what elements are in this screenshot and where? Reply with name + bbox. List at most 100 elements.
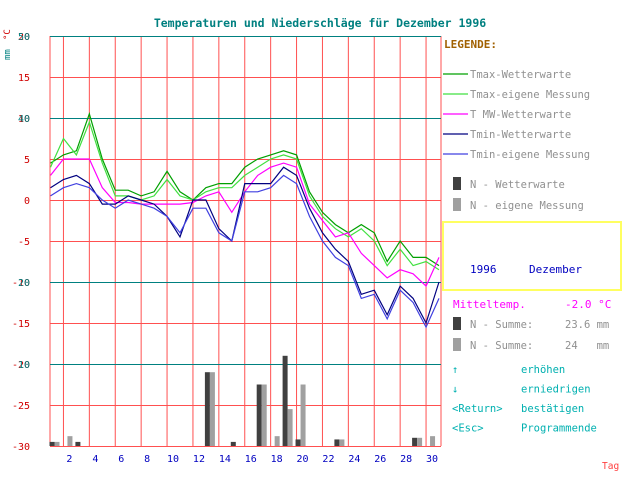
legend-n-wetterwarte: N - Wetterwarte [453,177,565,191]
nsumme-wetterwarte-swatch [453,317,461,330]
control-key: <Esc> [452,423,484,435]
x-tick-label: 4 [92,454,98,465]
legend-panel [441,32,623,222]
precip-bar-wetterwarte [334,439,340,446]
legend-header: LEGENDE: [444,38,497,51]
precip-bar-wetterwarte [230,441,236,446]
precip-bar-eigene [417,437,423,446]
precip-bar-wetterwarte [295,439,301,446]
x-tick-label: 16 [245,454,257,465]
control-key: ↑ [452,364,458,376]
nsumme-wetterwarte-label: N - Summe: [470,319,533,331]
legend-item: Tmax-Wetterwarte [443,69,571,81]
precip-bar-eigene [300,384,306,446]
series-line-tmin-wetterwarte [50,166,440,325]
x-tick-label: 14 [219,454,231,465]
legend: Tmax-Wetterwarte Tmax-eigene Messung T MW-… [443,69,590,161]
temp-unit-label: °C [3,29,13,40]
temp-tick-label: -30 [12,442,30,453]
x-tick-label: 24 [348,454,360,465]
period-box [442,221,622,291]
temp-tick-label: -15 [12,319,30,330]
temp-tick-label: 10 [18,114,30,125]
precip-bar-wetterwarte [75,441,81,446]
precip-bar-eigene [67,436,73,446]
nsumme-eigene-value: 24 mm [565,340,609,352]
control-action: erhöhen [521,364,565,376]
x-tick-label: 18 [271,454,283,465]
x-tick-label: 22 [322,454,334,465]
legend-item: Tmax-eigene Messung [443,89,590,101]
temperature-lines [49,111,440,329]
legend-swatch-n-eigene [453,198,461,211]
precip-bar-wetterwarte [282,355,288,446]
period-year: 1996 [470,263,497,276]
temp-tick-label: -5 [18,237,30,248]
series-line-tmin-eigene-messung [50,174,440,329]
series-line-tmax-wetterwarte [50,111,440,267]
precip-bar-wetterwarte [412,437,418,446]
temp-tick-label: 20 [18,32,30,43]
x-tick-label: 2 [66,454,72,465]
legend-label: Tmin-Wetterwarte [470,129,571,141]
precip-tick-label: 50 [18,32,30,43]
x-tick-label: 26 [374,454,386,465]
precip-bar-wetterwarte [49,441,55,446]
control-key: ↓ [452,384,458,396]
legend-item: Tmin-Wetterwarte [443,129,571,141]
nsumme-eigene-label: N - Summe: [470,340,533,352]
legend-label-n-eigene: N - eigene Messung [470,200,584,212]
mitteltemp-label: Mitteltemp. [453,298,526,311]
legend-item: T MW-Wetterwarte [443,109,571,121]
x-axis-label: Tag [602,461,619,472]
nsumme-wetterwarte-value: 23.6 mm [565,319,609,331]
legend-label-n-wetterwarte: N - Wetterwarte [470,179,565,191]
x-tick-label: 28 [400,454,412,465]
legend-n-eigene: N - eigene Messung [453,198,584,212]
precip-unit-label: mm [3,49,13,60]
legend-label: Tmax-eigene Messung [470,89,590,101]
precip-bar-eigene [274,436,280,446]
grid [49,36,442,447]
temp-tick-label: -10 [12,278,30,289]
precip-bar-wetterwarte [256,384,262,446]
legend-label: Tmin-eigene Messung [470,149,590,161]
x-axis: 2 4 6 8 10 12 14 16 18 20 22 24 26 28 30 [66,454,438,465]
mitteltemp-value: -2.0 °C [565,298,611,311]
precip-bar-eigene [54,441,60,446]
temp-tick-label: -25 [12,401,30,412]
temp-tick-label: 5 [24,155,30,166]
precip-bar-eigene [261,384,267,446]
control-action: erniedrigen [521,384,591,396]
legend-item: Tmin-eigene Messung [443,149,590,161]
precip-bar-eigene [287,409,293,446]
precip-bar-eigene [430,436,436,446]
x-tick-label: 10 [167,454,179,465]
x-tick-label: 12 [193,454,205,465]
precip-tick-label: 40 [18,114,30,125]
control-action: bestätigen [521,403,584,415]
control-action: Programmende [521,423,597,435]
precip-bars [49,355,436,446]
legend-label: Tmax-Wetterwarte [470,69,571,81]
temp-tick-label: 0 [24,196,30,207]
x-tick-label: 20 [297,454,309,465]
series-line-tmax-eigene-messung [49,120,440,271]
controls: ↑ erhöhen ↓ erniedrigen <Return> bestätigen <E… [452,364,597,435]
x-tick-label: 6 [118,454,124,465]
legend-swatch-n-wetterwarte [453,177,461,190]
precip-bar-wetterwarte [204,372,210,446]
chart-title: Temperaturen und Niederschläge für Dezem… [154,16,486,30]
precip-bar-eigene [339,439,345,446]
x-tick-label: 8 [144,454,150,465]
temp-tick-label: 15 [18,73,30,84]
precip-bar-eigene [209,372,215,446]
control-key: <Return> [452,403,503,415]
precip-tick-label: 10 [18,360,30,371]
period-month: Dezember [529,263,582,276]
legend-label: T MW-Wetterwarte [470,109,571,121]
x-tick-label: 30 [426,454,438,465]
precip-tick-label: 20 [18,278,30,289]
